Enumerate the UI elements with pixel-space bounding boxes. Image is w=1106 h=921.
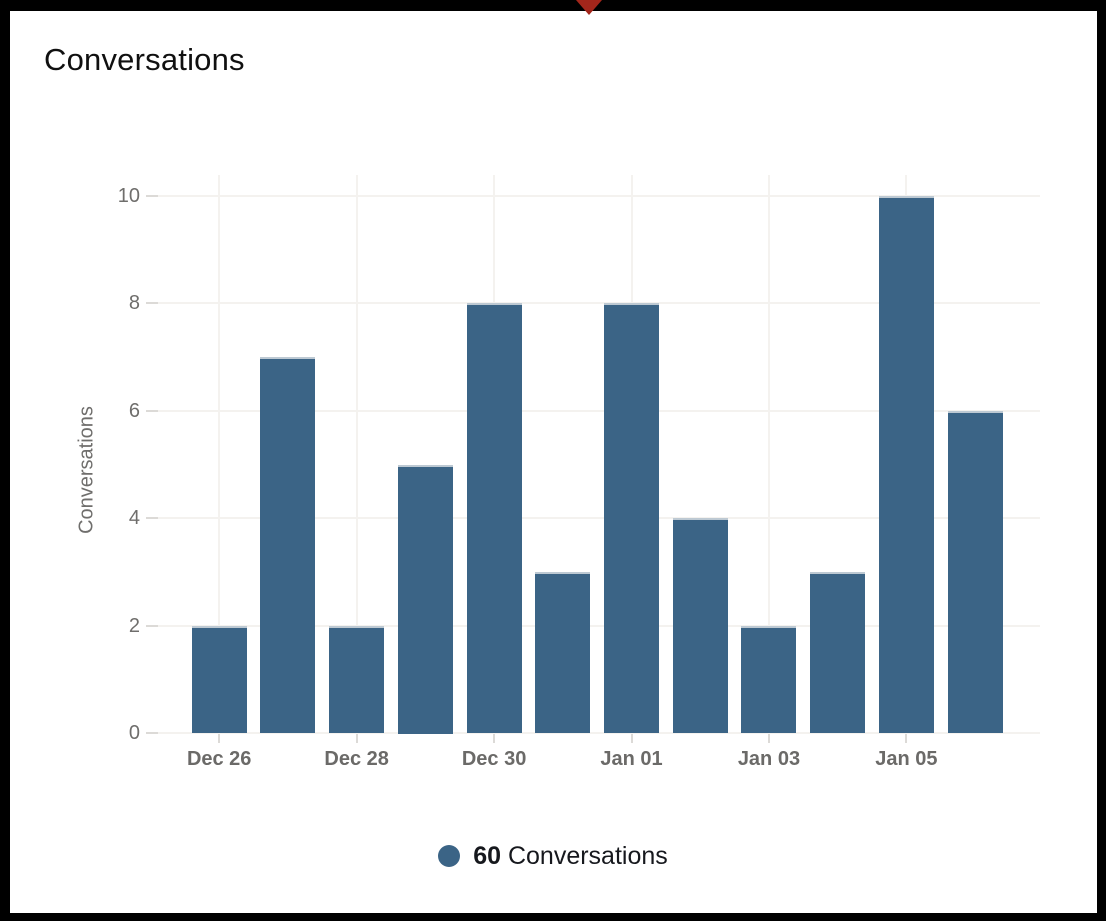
y-tick-mark <box>146 195 158 197</box>
y-tick-label: 10 <box>117 185 140 207</box>
cursor-pointer-icon <box>576 0 602 15</box>
h-gridline <box>158 302 1040 305</box>
x-tick-label: Dec 30 <box>461 748 527 770</box>
v-gridline <box>355 175 358 733</box>
bar-dec-26[interactable] <box>192 626 247 733</box>
h-gridline <box>158 517 1040 520</box>
x-tick-mark <box>493 734 496 743</box>
frame-border-right <box>1097 0 1106 921</box>
bar-dec-29[interactable] <box>398 465 453 734</box>
bar-jan-04[interactable] <box>810 572 865 733</box>
y-tick-mark <box>146 517 158 520</box>
legend-dot-icon[interactable] <box>438 845 461 867</box>
y-tick-label: 4 <box>128 507 140 530</box>
h-gridline <box>158 732 1040 734</box>
y-tick-label: 8 <box>128 292 140 315</box>
x-tick-mark <box>630 734 633 743</box>
v-gridline <box>218 175 221 733</box>
bar-jan-02[interactable] <box>673 518 728 733</box>
bar-jan-05[interactable] <box>879 196 934 733</box>
x-tick-mark <box>355 734 358 743</box>
legend-item[interactable]: 60 Conversations <box>473 841 668 871</box>
h-gridline <box>158 409 1040 412</box>
bar-dec-30[interactable] <box>467 303 522 733</box>
y-tick-mark <box>146 732 158 734</box>
h-gridline <box>158 195 1040 197</box>
x-tick-mark <box>767 734 770 743</box>
frame-border-top <box>0 0 1106 11</box>
y-tick-mark <box>146 409 158 412</box>
legend: 60 Conversations <box>0 841 1106 871</box>
y-tick-label: 6 <box>128 399 140 422</box>
x-tick-label: Jan 05 <box>875 748 938 770</box>
bar-jan-01[interactable] <box>604 303 659 733</box>
y-tick-mark <box>146 624 158 627</box>
y-axis-title: Conversations <box>75 406 98 534</box>
legend-count: 60 <box>473 842 502 870</box>
chart-title: Conversations <box>44 42 245 77</box>
y-tick-mark <box>146 302 158 305</box>
v-gridline <box>767 175 770 733</box>
x-tick-mark <box>218 734 221 743</box>
y-tick-label: 0 <box>128 722 140 744</box>
x-tick-label: Dec 26 <box>186 748 252 770</box>
frame-border-left <box>0 0 10 921</box>
x-tick-label: Jan 03 <box>737 748 801 770</box>
x-tick-label: Jan 01 <box>600 748 663 770</box>
legend-label: Conversations <box>507 842 668 870</box>
y-tick-label: 2 <box>128 614 140 637</box>
bar-jan-06[interactable] <box>948 411 1003 733</box>
bar-dec-31[interactable] <box>535 572 590 733</box>
h-gridline <box>158 624 1040 627</box>
bar-jan-03[interactable] <box>741 626 796 733</box>
x-tick-label: Dec 28 <box>324 748 389 770</box>
frame-border-bottom <box>0 913 1106 921</box>
bar-dec-28[interactable] <box>329 626 384 733</box>
x-tick-mark <box>905 734 908 743</box>
bar-dec-27[interactable] <box>260 357 315 733</box>
